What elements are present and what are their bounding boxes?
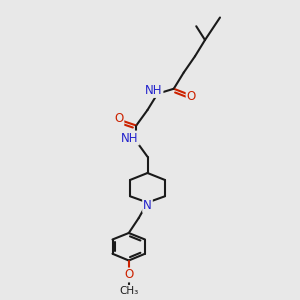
Text: NH: NH [145,84,163,97]
Text: N: N [143,199,152,212]
Text: O: O [124,268,134,281]
Text: NH: NH [121,131,139,145]
Text: O: O [187,90,196,103]
Text: CH₃: CH₃ [119,286,138,296]
Text: O: O [114,112,123,125]
